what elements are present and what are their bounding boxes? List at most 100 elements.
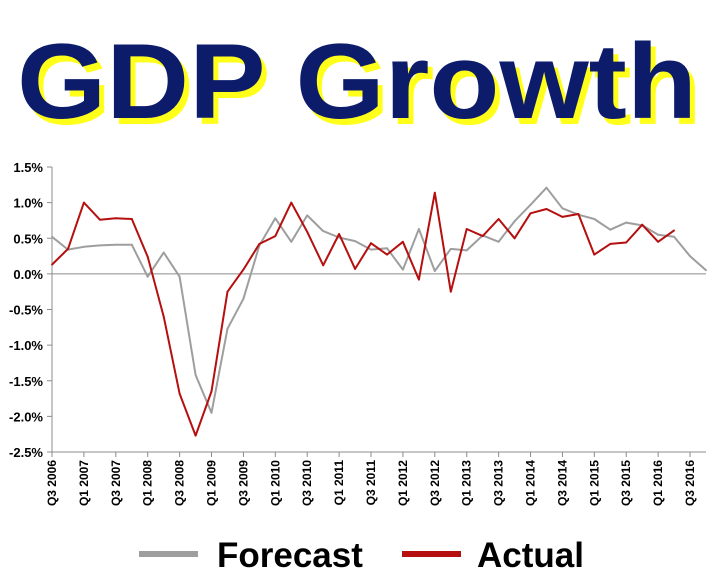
- forecast-point: [83, 245, 85, 248]
- x-tick-label: Q1 2016: [651, 460, 665, 506]
- actual-point: [657, 240, 659, 243]
- actual-point: [386, 253, 388, 256]
- actual-point: [162, 315, 165, 318]
- x-tick-label: Q3 2015: [619, 460, 633, 506]
- y-tick-label: -1.0%: [9, 338, 43, 353]
- plot-area: [51, 186, 707, 437]
- forecast-point: [561, 207, 564, 210]
- actual-series: [51, 191, 675, 437]
- actual-point: [609, 243, 612, 245]
- y-tick-label: 1.0%: [13, 196, 43, 211]
- chart-title: GDP Growth GDP Growth: [17, 21, 702, 147]
- forecast-point: [657, 233, 659, 236]
- forecast-point: [497, 240, 500, 243]
- forecast-point: [625, 221, 628, 224]
- forecast-point: [146, 275, 149, 278]
- forecast-point: [402, 268, 404, 271]
- forecast-point: [322, 230, 325, 233]
- actual-point: [545, 208, 548, 210]
- actual-point: [577, 213, 580, 215]
- forecast-point: [290, 240, 293, 243]
- actual-point: [226, 290, 229, 293]
- x-tick-label: Q1 2010: [268, 460, 282, 506]
- x-tick-label: Q1 2007: [77, 460, 91, 506]
- x-tick-label: Q1 2011: [332, 460, 346, 506]
- forecast-point: [99, 244, 101, 247]
- actual-point: [513, 237, 516, 240]
- x-tick-label: Q3 2014: [555, 460, 569, 506]
- forecast-point: [513, 220, 516, 223]
- actual-point: [561, 216, 564, 218]
- actual-point: [51, 263, 53, 266]
- forecast-point: [545, 186, 548, 189]
- forecast-point: [274, 217, 277, 220]
- actual-point: [593, 253, 596, 256]
- forecast-point: [354, 240, 356, 243]
- x-tick-label: Q1 2015: [587, 460, 601, 506]
- actual-point: [194, 434, 197, 437]
- y-tick-label: -0.5%: [9, 303, 43, 318]
- actual-point: [418, 278, 420, 281]
- actual-point: [465, 228, 468, 230]
- forecast-point: [449, 248, 452, 250]
- forecast-point: [242, 297, 245, 300]
- actual-point: [322, 264, 325, 267]
- actual-point: [370, 242, 372, 245]
- forecast-point: [370, 248, 372, 251]
- forecast-point: [689, 255, 691, 257]
- actual-point: [99, 218, 101, 221]
- actual-point: [338, 233, 340, 235]
- forecast-point: [194, 374, 197, 376]
- forecast-point: [673, 235, 675, 238]
- x-tick-label: Q3 2016: [683, 460, 697, 506]
- actual-point: [354, 268, 356, 270]
- actual-point: [114, 217, 117, 220]
- forecast-point: [529, 203, 532, 206]
- axes: [51, 167, 706, 453]
- forecast-point: [114, 243, 117, 246]
- x-tick-label: Q1 2008: [141, 460, 155, 506]
- x-tick-label: Q3 2011: [364, 460, 378, 506]
- forecast-point: [51, 235, 53, 238]
- x-tick-label: Q1 2012: [396, 460, 410, 506]
- actual-point: [178, 392, 181, 395]
- forecast-series: [51, 186, 707, 414]
- x-tick-label: Q3 2007: [109, 460, 123, 506]
- legend: Forecast Actual: [139, 536, 584, 575]
- actual-point: [306, 230, 309, 233]
- actual-point: [210, 390, 213, 393]
- x-axis-ticks: Q3 2006 Q1 2007 Q3 2007 Q1 2008 Q3 2008 Q1 20…: [45, 452, 697, 506]
- chart-title-shadow: GDP Growth: [22, 27, 702, 147]
- actual-point: [290, 201, 293, 204]
- actual-point: [625, 241, 628, 244]
- y-axis-ticks: 1.5% 1.0% 0.5% 0.0% -0.5% -1.0% -1.5% -2.0% -2.5…: [9, 160, 52, 460]
- forecast-point: [162, 251, 165, 254]
- forecast-point: [418, 228, 420, 230]
- x-tick-label: Q1 2013: [460, 460, 474, 506]
- forecast-point: [130, 243, 133, 246]
- actual-point: [497, 218, 500, 220]
- x-tick-label: Q3 2009: [236, 460, 250, 506]
- actual-point: [481, 235, 484, 238]
- x-tick-label: Q1 2014: [524, 460, 538, 506]
- actual-point: [258, 243, 261, 245]
- actual-point: [274, 235, 277, 238]
- actual-point: [433, 191, 436, 194]
- actual-point: [242, 268, 245, 271]
- y-tick-label: -1.5%: [9, 374, 43, 389]
- y-tick-label: 0.5%: [13, 231, 43, 246]
- x-tick-label: Q3 2010: [300, 460, 314, 506]
- forecast-point: [705, 269, 707, 272]
- x-tick-label: Q3 2012: [428, 460, 442, 506]
- forecast-point: [386, 247, 388, 250]
- actual-point: [67, 248, 69, 250]
- forecast-point: [226, 327, 229, 330]
- actual-point: [673, 229, 675, 232]
- actual-point: [146, 255, 149, 258]
- actual-point: [449, 290, 452, 293]
- legend-label-actual: Actual: [477, 536, 584, 575]
- forecast-line: [51, 186, 707, 414]
- y-tick-label: 0.0%: [13, 267, 43, 282]
- actual-point: [529, 212, 532, 215]
